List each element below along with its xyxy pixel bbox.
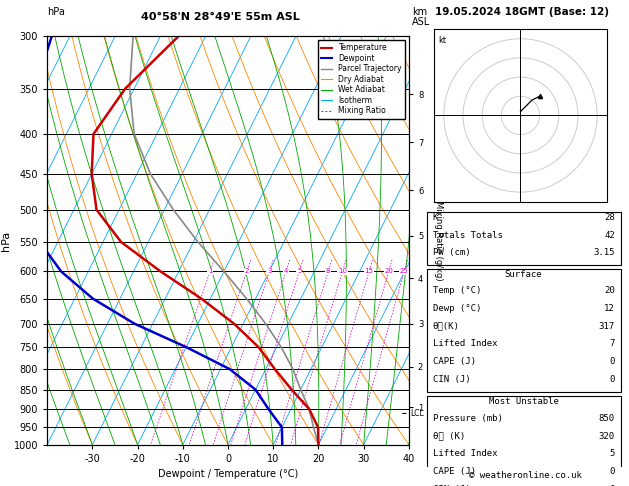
Text: 5: 5 <box>610 450 615 458</box>
Text: 42: 42 <box>604 231 615 240</box>
Y-axis label: hPa: hPa <box>1 230 11 251</box>
Text: LCL: LCL <box>411 409 425 418</box>
Text: Most Unstable: Most Unstable <box>489 398 559 406</box>
Text: 0: 0 <box>610 357 615 366</box>
Text: θᴄ(K): θᴄ(K) <box>433 322 459 331</box>
Text: K: K <box>433 213 438 222</box>
Text: CAPE (J): CAPE (J) <box>433 357 476 366</box>
Text: 10: 10 <box>338 268 347 275</box>
Text: 20: 20 <box>384 268 393 275</box>
X-axis label: Dewpoint / Temperature (°C): Dewpoint / Temperature (°C) <box>158 469 298 479</box>
Text: 317: 317 <box>599 322 615 331</box>
Text: kt: kt <box>438 35 446 45</box>
Text: 40°58'N 28°49'E 55m ASL: 40°58'N 28°49'E 55m ASL <box>141 12 299 22</box>
Bar <box>426 269 621 393</box>
Text: 20: 20 <box>604 286 615 295</box>
Text: km: km <box>412 7 427 17</box>
Text: 320: 320 <box>599 432 615 441</box>
Text: Temp (°C): Temp (°C) <box>433 286 481 295</box>
Text: 19.05.2024 18GMT (Base: 12): 19.05.2024 18GMT (Base: 12) <box>435 7 609 17</box>
Text: 850: 850 <box>599 414 615 423</box>
Text: 5: 5 <box>297 268 301 275</box>
Text: Totals Totals: Totals Totals <box>433 231 503 240</box>
Text: 0: 0 <box>610 467 615 476</box>
Text: © weatheronline.co.uk: © weatheronline.co.uk <box>469 471 582 480</box>
Text: 12: 12 <box>604 304 615 313</box>
Text: Surface: Surface <box>505 270 542 279</box>
Bar <box>426 397 621 486</box>
Text: Dewp (°C): Dewp (°C) <box>433 304 481 313</box>
Text: 2: 2 <box>245 268 249 275</box>
Y-axis label: Mixing Ratio (g/kg): Mixing Ratio (g/kg) <box>435 201 443 280</box>
Text: 0: 0 <box>610 485 615 486</box>
Legend: Temperature, Dewpoint, Parcel Trajectory, Dry Adiabat, Wet Adiabat, Isotherm, Mi: Temperature, Dewpoint, Parcel Trajectory… <box>318 40 405 119</box>
Text: 4: 4 <box>284 268 288 275</box>
Text: 8: 8 <box>326 268 330 275</box>
Text: 25: 25 <box>400 268 409 275</box>
Text: 0: 0 <box>610 375 615 384</box>
Text: Lifted Index: Lifted Index <box>433 450 497 458</box>
Text: 7: 7 <box>610 339 615 348</box>
Bar <box>426 212 621 265</box>
Text: 15: 15 <box>365 268 374 275</box>
Text: θᴄ (K): θᴄ (K) <box>433 432 465 441</box>
Text: 3: 3 <box>267 268 272 275</box>
Text: hPa: hPa <box>47 7 65 17</box>
Text: 1: 1 <box>208 268 213 275</box>
Text: 28: 28 <box>604 213 615 222</box>
Text: CAPE (J): CAPE (J) <box>433 467 476 476</box>
Text: CIN (J): CIN (J) <box>433 485 470 486</box>
Text: 3.15: 3.15 <box>593 248 615 258</box>
Text: CIN (J): CIN (J) <box>433 375 470 384</box>
Text: ASL: ASL <box>412 17 430 27</box>
Text: PW (cm): PW (cm) <box>433 248 470 258</box>
Text: Lifted Index: Lifted Index <box>433 339 497 348</box>
Text: Pressure (mb): Pressure (mb) <box>433 414 503 423</box>
